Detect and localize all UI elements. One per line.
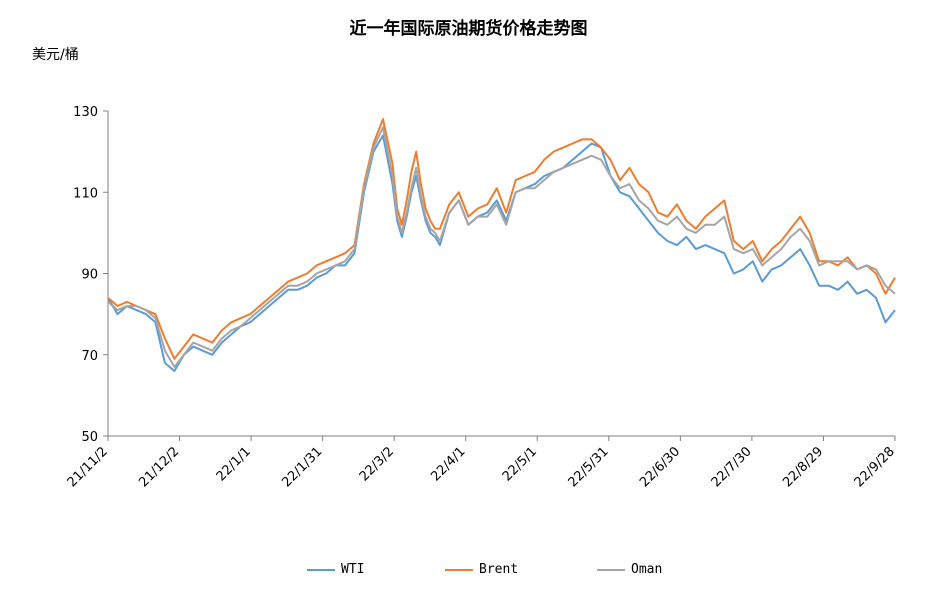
legend-item-brent[interactable]: Brent: [445, 562, 518, 577]
x-tick-label: 22/5/1: [500, 444, 540, 484]
x-tick-label: 22/7/30: [709, 444, 755, 490]
chart-title: 近一年国际原油期货价格走势图: [349, 19, 588, 39]
x-tick-label: 22/3/2: [357, 444, 397, 484]
y-tick-label: 50: [81, 430, 98, 445]
x-tick-label: 22/1/31: [279, 444, 325, 490]
legend-item-wti[interactable]: WTI: [307, 562, 364, 577]
x-tick-label: 21/12/2: [136, 444, 182, 490]
y-tick-label: 110: [73, 186, 98, 201]
legend-label-brent: Brent: [479, 562, 519, 577]
x-tick-label: 22/4/1: [428, 444, 468, 484]
x-tick-label: 22/1/1: [214, 444, 254, 484]
x-tick-label: 22/8/29: [780, 444, 826, 490]
legend-item-oman[interactable]: Oman: [597, 562, 662, 577]
y-axis-unit-label: 美元/桶: [32, 47, 79, 63]
x-tick-label: 22/9/28: [852, 444, 898, 490]
legend-swatch-brent: [445, 568, 473, 571]
chart-legend: WTI Brent Oman: [0, 562, 937, 582]
y-tick-label: 130: [73, 105, 98, 120]
series-line-brent: [107, 118, 896, 360]
y-tick-label: 70: [81, 349, 98, 364]
y-tick-label: 90: [81, 268, 98, 283]
legend-swatch-oman: [597, 568, 625, 571]
legend-label-wti: WTI: [341, 562, 365, 577]
x-tick-label: 22/5/31: [566, 444, 612, 490]
legend-label-oman: Oman: [631, 562, 663, 577]
legend-swatch-wti: [307, 568, 335, 571]
series-line-oman: [107, 126, 896, 368]
x-tick-label: 22/6/30: [637, 444, 683, 490]
x-tick-label: 21/11/2: [65, 444, 111, 490]
